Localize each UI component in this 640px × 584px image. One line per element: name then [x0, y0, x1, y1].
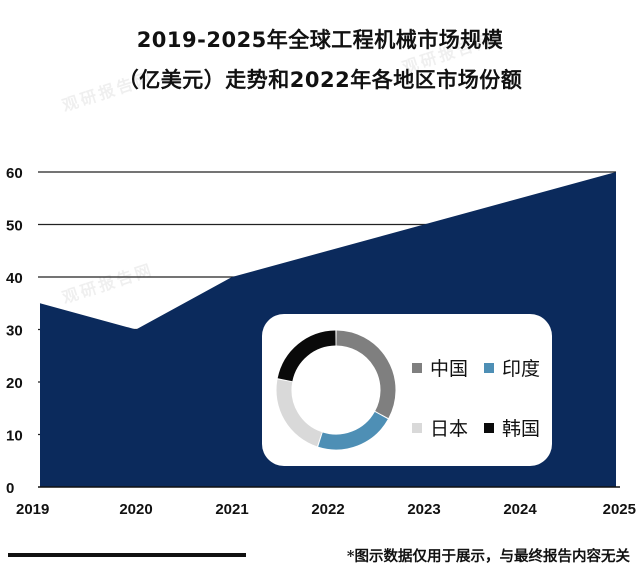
legend-label-india: 印度 [502, 358, 541, 380]
legend-item-japan: 日本 [412, 414, 468, 441]
legend-item-korea: 韩国 [484, 414, 540, 441]
y-tick-label: 60 [6, 165, 23, 182]
x-tick-label: 2021 [215, 501, 248, 518]
donut-chart [276, 330, 396, 450]
legend-label-japan: 日本 [430, 418, 469, 440]
legend-swatch-india [484, 362, 494, 373]
donut-slice [318, 411, 388, 450]
y-tick-label: 0 [6, 480, 14, 497]
legend-label-korea: 韩国 [502, 418, 541, 440]
x-tick-label: 2020 [119, 501, 152, 518]
legend-swatch-china [412, 362, 422, 373]
x-tick-label: 2025 [603, 501, 636, 518]
chart-title-line-1: 2019-2025年全球工程机械市场规模 [136, 28, 504, 52]
donut-legend-card: 中国 印度 日本 韩国 [262, 314, 552, 466]
x-tick-label: 2023 [407, 501, 440, 518]
x-tick-label: 2022 [311, 501, 344, 518]
y-tick-label: 10 [6, 428, 23, 445]
legend-swatch-japan [412, 422, 422, 433]
donut-slice [276, 379, 323, 447]
y-tick-label: 30 [6, 323, 23, 340]
y-tick-label: 20 [6, 375, 23, 392]
legend-label-china: 中国 [430, 358, 469, 380]
legend-item-china: 中国 [412, 354, 468, 381]
footer-note: *图示数据仅用于展示，与最终报告内容无关 [346, 548, 630, 565]
legend-swatch-korea [484, 422, 494, 433]
x-tick-label: 2019 [16, 501, 49, 518]
y-tick-label: 40 [6, 270, 23, 287]
legend-item-india: 印度 [484, 354, 540, 381]
donut-slice [336, 330, 396, 419]
chart-title-line-2: （亿美元）走势和2022年各地区市场份额 [117, 68, 523, 92]
x-tick-label: 2024 [503, 501, 537, 518]
footer-rule [8, 553, 246, 557]
y-tick-label: 50 [6, 218, 23, 235]
donut-slice [277, 330, 336, 382]
